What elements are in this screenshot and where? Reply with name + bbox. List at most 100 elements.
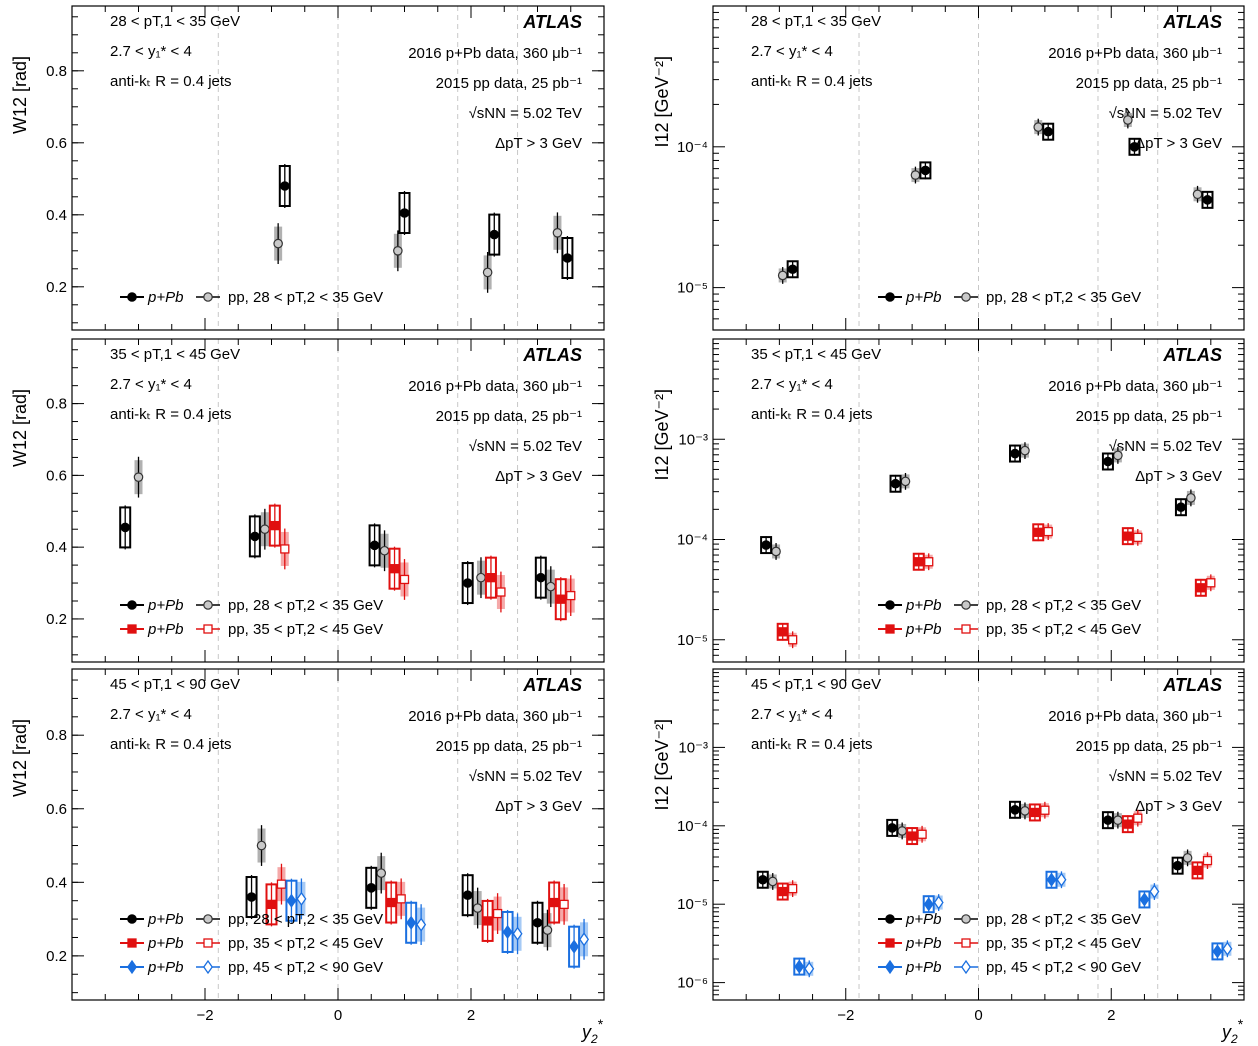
ppb-marker [1123, 531, 1133, 541]
pp-marker [133, 472, 144, 482]
energy-label: √sNN = 5.02 TeV [1109, 438, 1222, 455]
energy-label: √sNN = 5.02 TeV [469, 105, 582, 122]
pp-marker [1020, 445, 1030, 456]
legend-pp: pp, 45 < pT,2 < 90 GeV [228, 959, 383, 976]
pp-dataset: 2015 pp data, 25 pb⁻¹ [1076, 408, 1222, 425]
x-axis-label-sub: 2 [590, 1032, 598, 1046]
legend-entry: p+Pb pp, 45 < pT,2 < 90 GeV [120, 959, 383, 976]
ppb-marker [907, 831, 917, 841]
ppb-marker [266, 899, 277, 910]
ppb-marker [1196, 583, 1206, 593]
pp-marker [280, 544, 290, 554]
y-axis-label: W12 [rad] [10, 389, 30, 467]
legend-ppb: p+Pb [147, 597, 183, 614]
x-tick-label: 0 [334, 1007, 342, 1024]
x-tick-label: 2 [467, 1007, 475, 1024]
dpt-cut: ΔpT > 3 GeV [1135, 468, 1222, 485]
legend-pp: pp, 28 < pT,2 < 35 GeV [228, 597, 383, 614]
ppb-marker [389, 564, 400, 574]
panel-W-0: 0.2 0.4 0.6 0.8 W12 [rad] 28 < pT,1 < 35 GeV 2… [10, 5, 605, 331]
ppb-marker [1030, 807, 1040, 818]
panel-I-0: 10⁻⁵ 10⁻⁴ I12 [GeV⁻²] 28 < pT,1 < 35 GeV 2.7… [652, 5, 1245, 331]
ppb-marker [1043, 126, 1053, 137]
legend-pp: pp, 28 < pT,2 < 35 GeV [986, 911, 1141, 928]
pp-marker [1222, 941, 1233, 956]
legend-entry: p+Pb pp, 28 < pT,2 < 35 GeV [120, 911, 383, 928]
pp-marker [924, 557, 934, 567]
atlas-label: ATLAS [1162, 675, 1222, 695]
legend-entry: p+Pb pp, 35 < pT,2 < 45 GeV [878, 621, 1141, 638]
panel-I-1: 10⁻⁵ 10⁻⁴ 10⁻³ I12 [GeV⁻²] 35 < pT,1 < 45 Ge… [652, 338, 1245, 663]
ppb-marker [1123, 819, 1133, 829]
atlas-label: ATLAS [1162, 345, 1222, 365]
pp-marker [416, 917, 427, 932]
series-2 [793, 870, 1233, 978]
ppb-dataset: 2016 p+Pb data, 360 μb⁻¹ [1048, 45, 1222, 62]
ppb-marker [120, 522, 130, 533]
panel-W-2: 0.20.40.60.8−2 0 2y2*W12 [rad]45 < pT,1 < … [10, 668, 605, 1046]
pp-marker [1149, 884, 1160, 899]
pp-marker [545, 581, 556, 592]
ppb-marker [1033, 527, 1043, 537]
x-tick-label: 0 [974, 1007, 982, 1024]
legend-ppb: p+Pb [147, 935, 183, 952]
x-axis-label-sup: * [598, 1016, 604, 1032]
legend-ppb: p+Pb [905, 289, 941, 306]
y-tick-label: 10⁻³ [678, 431, 708, 448]
y-tick-label: 10⁻⁴ [677, 139, 708, 156]
pp-marker [1133, 532, 1143, 543]
legend-ppb: p+Pb [905, 597, 941, 614]
y-tick-label: 0.2 [46, 611, 67, 628]
dpt-cut: ΔpT > 3 GeV [495, 468, 582, 485]
legend-ppb: p+Pb [905, 911, 941, 928]
ppb-dataset: 2016 p+Pb data, 360 μb⁻¹ [408, 45, 582, 62]
pp-dataset: 2015 pp data, 25 pb⁻¹ [436, 75, 582, 92]
pp-marker [379, 545, 390, 556]
pp-marker [1040, 805, 1050, 815]
pp-marker [804, 961, 815, 976]
legend-ppb: p+Pb [905, 621, 941, 638]
ppb-marker [787, 264, 798, 275]
y-axis-label: I12 [GeV⁻²] [652, 719, 672, 811]
pp-marker [566, 590, 576, 601]
dpt-cut: ΔpT > 3 GeV [495, 798, 582, 815]
pt1-range: 45 < pT,1 < 90 GeV [110, 676, 240, 693]
ppb-marker [757, 874, 768, 885]
pp-marker [1133, 813, 1143, 823]
legend-pp: pp, 28 < pT,2 < 35 GeV [228, 289, 383, 306]
ppb-dataset: 2016 p+Pb data, 360 μb⁻¹ [1048, 378, 1222, 395]
legend-ppb: p+Pb [905, 935, 941, 952]
legend-marker [203, 600, 213, 610]
legend-marker [203, 938, 213, 948]
ppb-marker [569, 939, 580, 954]
legend-ppb: p+Pb [147, 911, 183, 928]
ppb-marker [1010, 804, 1020, 815]
ppb-marker [462, 890, 473, 900]
legend-marker [203, 959, 213, 975]
y-tick-label: 10⁻⁶ [677, 975, 708, 992]
series-0 [273, 164, 574, 293]
series-0 [245, 825, 553, 951]
pp-marker [1043, 526, 1053, 537]
pp-marker [1033, 122, 1044, 132]
ppb-marker [270, 520, 280, 531]
pp-marker [542, 925, 553, 935]
legend-pp: pp, 35 < pT,2 < 45 GeV [228, 621, 383, 638]
pp-marker [1182, 853, 1193, 863]
legend-entry: p+Pb pp, 35 < pT,2 < 45 GeV [120, 621, 383, 638]
ppb-marker [923, 897, 934, 912]
legend-entry: p+Pb pp, 35 < pT,2 < 45 GeV [878, 935, 1141, 952]
ppb-marker [406, 915, 417, 930]
y-tick-label: 10⁻³ [678, 739, 708, 756]
y-tick-label: 0.2 [46, 279, 67, 296]
pp-marker [933, 895, 944, 910]
pp-marker [512, 926, 523, 941]
ppb-marker [794, 959, 805, 974]
y-axis-label: I12 [GeV⁻²] [652, 389, 672, 481]
atlas-label: ATLAS [522, 12, 582, 32]
ppb-marker [1176, 502, 1186, 513]
pp-marker [472, 903, 483, 913]
ppb-marker [1103, 456, 1113, 467]
pp-marker [496, 587, 506, 597]
ppb-marker [286, 893, 297, 908]
